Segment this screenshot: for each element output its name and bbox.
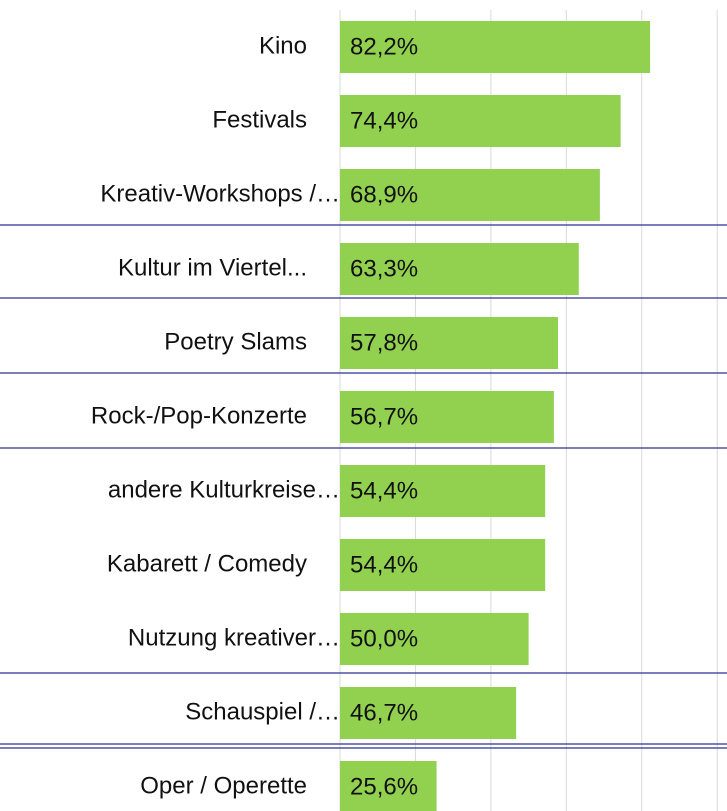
value-label: 68,9% bbox=[350, 181, 418, 208]
bar bbox=[340, 687, 517, 739]
bar bbox=[340, 761, 437, 811]
y-tick-label: Oper / Operette bbox=[140, 772, 307, 799]
y-tick-label: Festivals bbox=[212, 106, 307, 133]
y-tick-label: Rock-/Pop-Konzerte bbox=[91, 402, 307, 429]
bar bbox=[340, 391, 554, 443]
bar bbox=[340, 169, 600, 221]
value-label: 54,4% bbox=[350, 551, 418, 578]
bar bbox=[340, 95, 621, 147]
bar bbox=[340, 465, 546, 517]
y-tick-label: Poetry Slams bbox=[164, 328, 307, 355]
bar bbox=[340, 21, 651, 73]
value-label: 63,3% bbox=[350, 255, 418, 282]
value-label: 46,7% bbox=[350, 699, 418, 726]
bar bbox=[340, 613, 529, 665]
separators bbox=[0, 224, 727, 749]
y-tick-label: Kabarett / Comedy bbox=[107, 550, 307, 577]
value-label: 25,6% bbox=[350, 773, 418, 800]
y-tick-label: Schauspiel /… bbox=[185, 698, 340, 725]
value-label: 57,8% bbox=[350, 329, 418, 356]
bar bbox=[340, 243, 579, 295]
y-tick-label: Kultur im Viertel... bbox=[118, 254, 307, 281]
value-label: 50,0% bbox=[350, 625, 418, 652]
value-label: 56,7% bbox=[350, 403, 418, 430]
y-tick-label: Nutzung kreativer… bbox=[128, 624, 340, 651]
bar bbox=[340, 317, 559, 369]
value-label: 54,4% bbox=[350, 477, 418, 504]
y-tick-label: andere Kulturkreise… bbox=[108, 476, 340, 503]
value-label: 82,2% bbox=[350, 33, 418, 60]
bar bbox=[340, 539, 546, 591]
y-tick-label: Kreativ-Workshops /… bbox=[100, 180, 340, 207]
y-tick-label: Kino bbox=[259, 32, 307, 59]
value-label: 74,4% bbox=[350, 107, 418, 134]
